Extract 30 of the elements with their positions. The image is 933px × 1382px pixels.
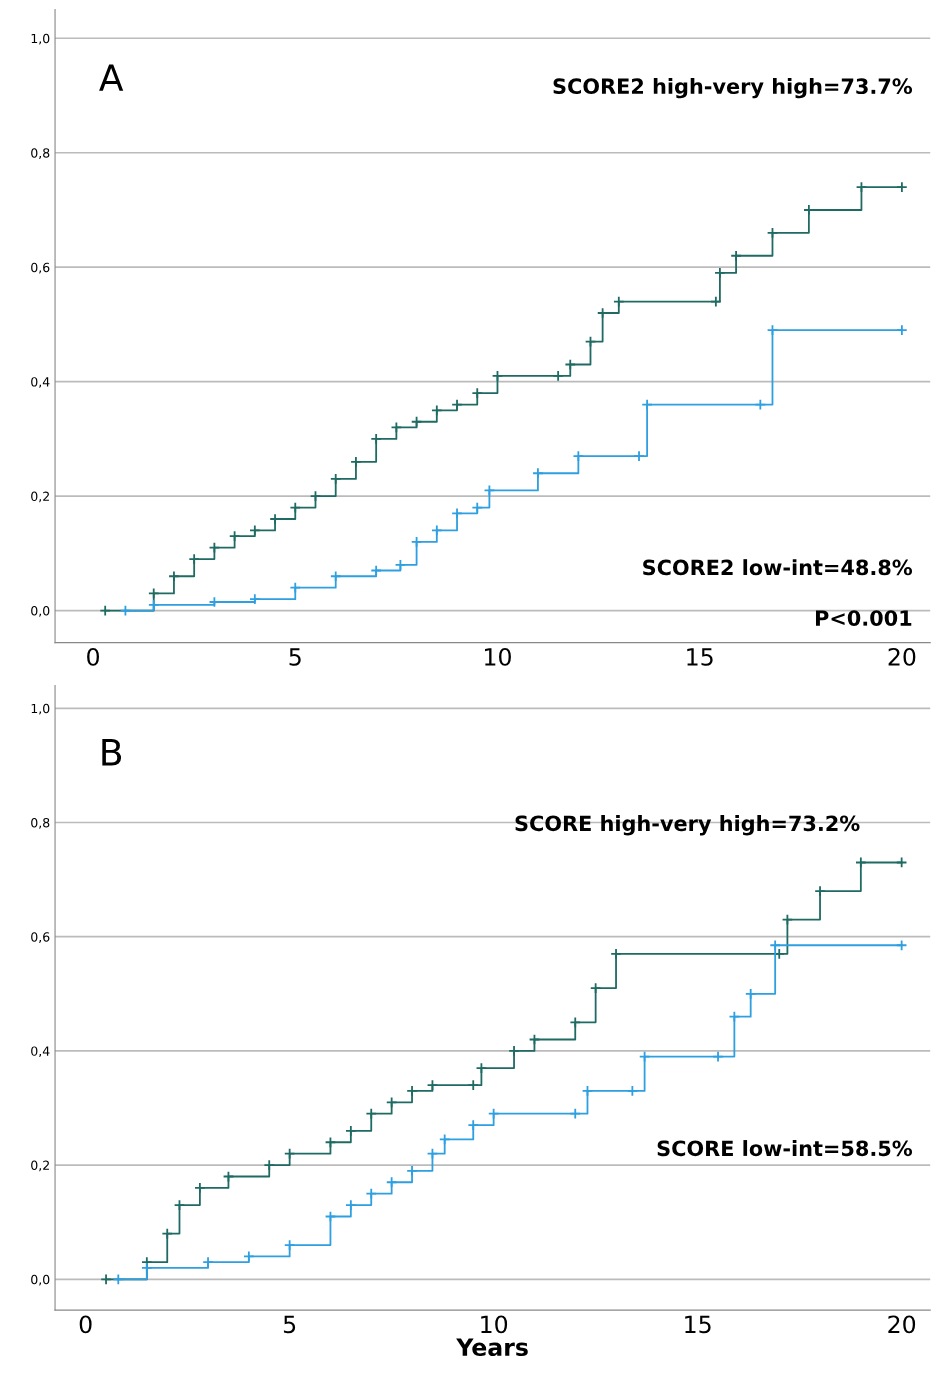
y-tick-label: 0,0 xyxy=(31,1274,50,1286)
y-tick-label: 0,8 xyxy=(31,817,50,829)
x-axis-title: Years xyxy=(456,1338,528,1357)
x-tick-label: 5 xyxy=(283,1315,296,1334)
annotation: P<0.001 xyxy=(815,610,912,626)
y-tick-label: 1,0 xyxy=(31,703,50,715)
annotation: SCORE2 low-int=48.8% xyxy=(643,559,913,576)
annotation: SCORE high-very high=73.2% xyxy=(515,815,860,836)
y-tick-label: 0,2 xyxy=(31,1160,49,1172)
y-tick-label: 0,2 xyxy=(31,491,49,503)
y-tick-label: 0,8 xyxy=(31,148,50,159)
y-tick-label: 0,4 xyxy=(31,377,50,388)
annotation: SCORE low-int=58.5% xyxy=(657,1140,913,1157)
x-tick-label: 10 xyxy=(485,647,511,666)
x-tick-label: 0 xyxy=(79,1315,92,1334)
y-tick-label: 0,6 xyxy=(31,932,50,943)
x-tick-label: 5 xyxy=(289,648,301,666)
y-tick-label: 1,0 xyxy=(31,33,50,45)
x-tick-label: 0 xyxy=(87,647,100,666)
y-tick-label: 0,0 xyxy=(31,606,50,617)
x-tick-label: 15 xyxy=(687,648,713,666)
y-tick-label: 0,6 xyxy=(31,262,50,274)
x-tick-label: 20 xyxy=(888,647,916,666)
annotation: B xyxy=(102,739,122,766)
x-tick-label: 20 xyxy=(888,1315,916,1334)
x-tick-label: 10 xyxy=(481,1315,508,1334)
annotation: SCORE2 high-very high=73.7% xyxy=(553,77,913,99)
annotation: A xyxy=(99,64,124,91)
x-tick-label: 15 xyxy=(685,1315,711,1334)
y-tick-label: 0,4 xyxy=(31,1046,50,1058)
